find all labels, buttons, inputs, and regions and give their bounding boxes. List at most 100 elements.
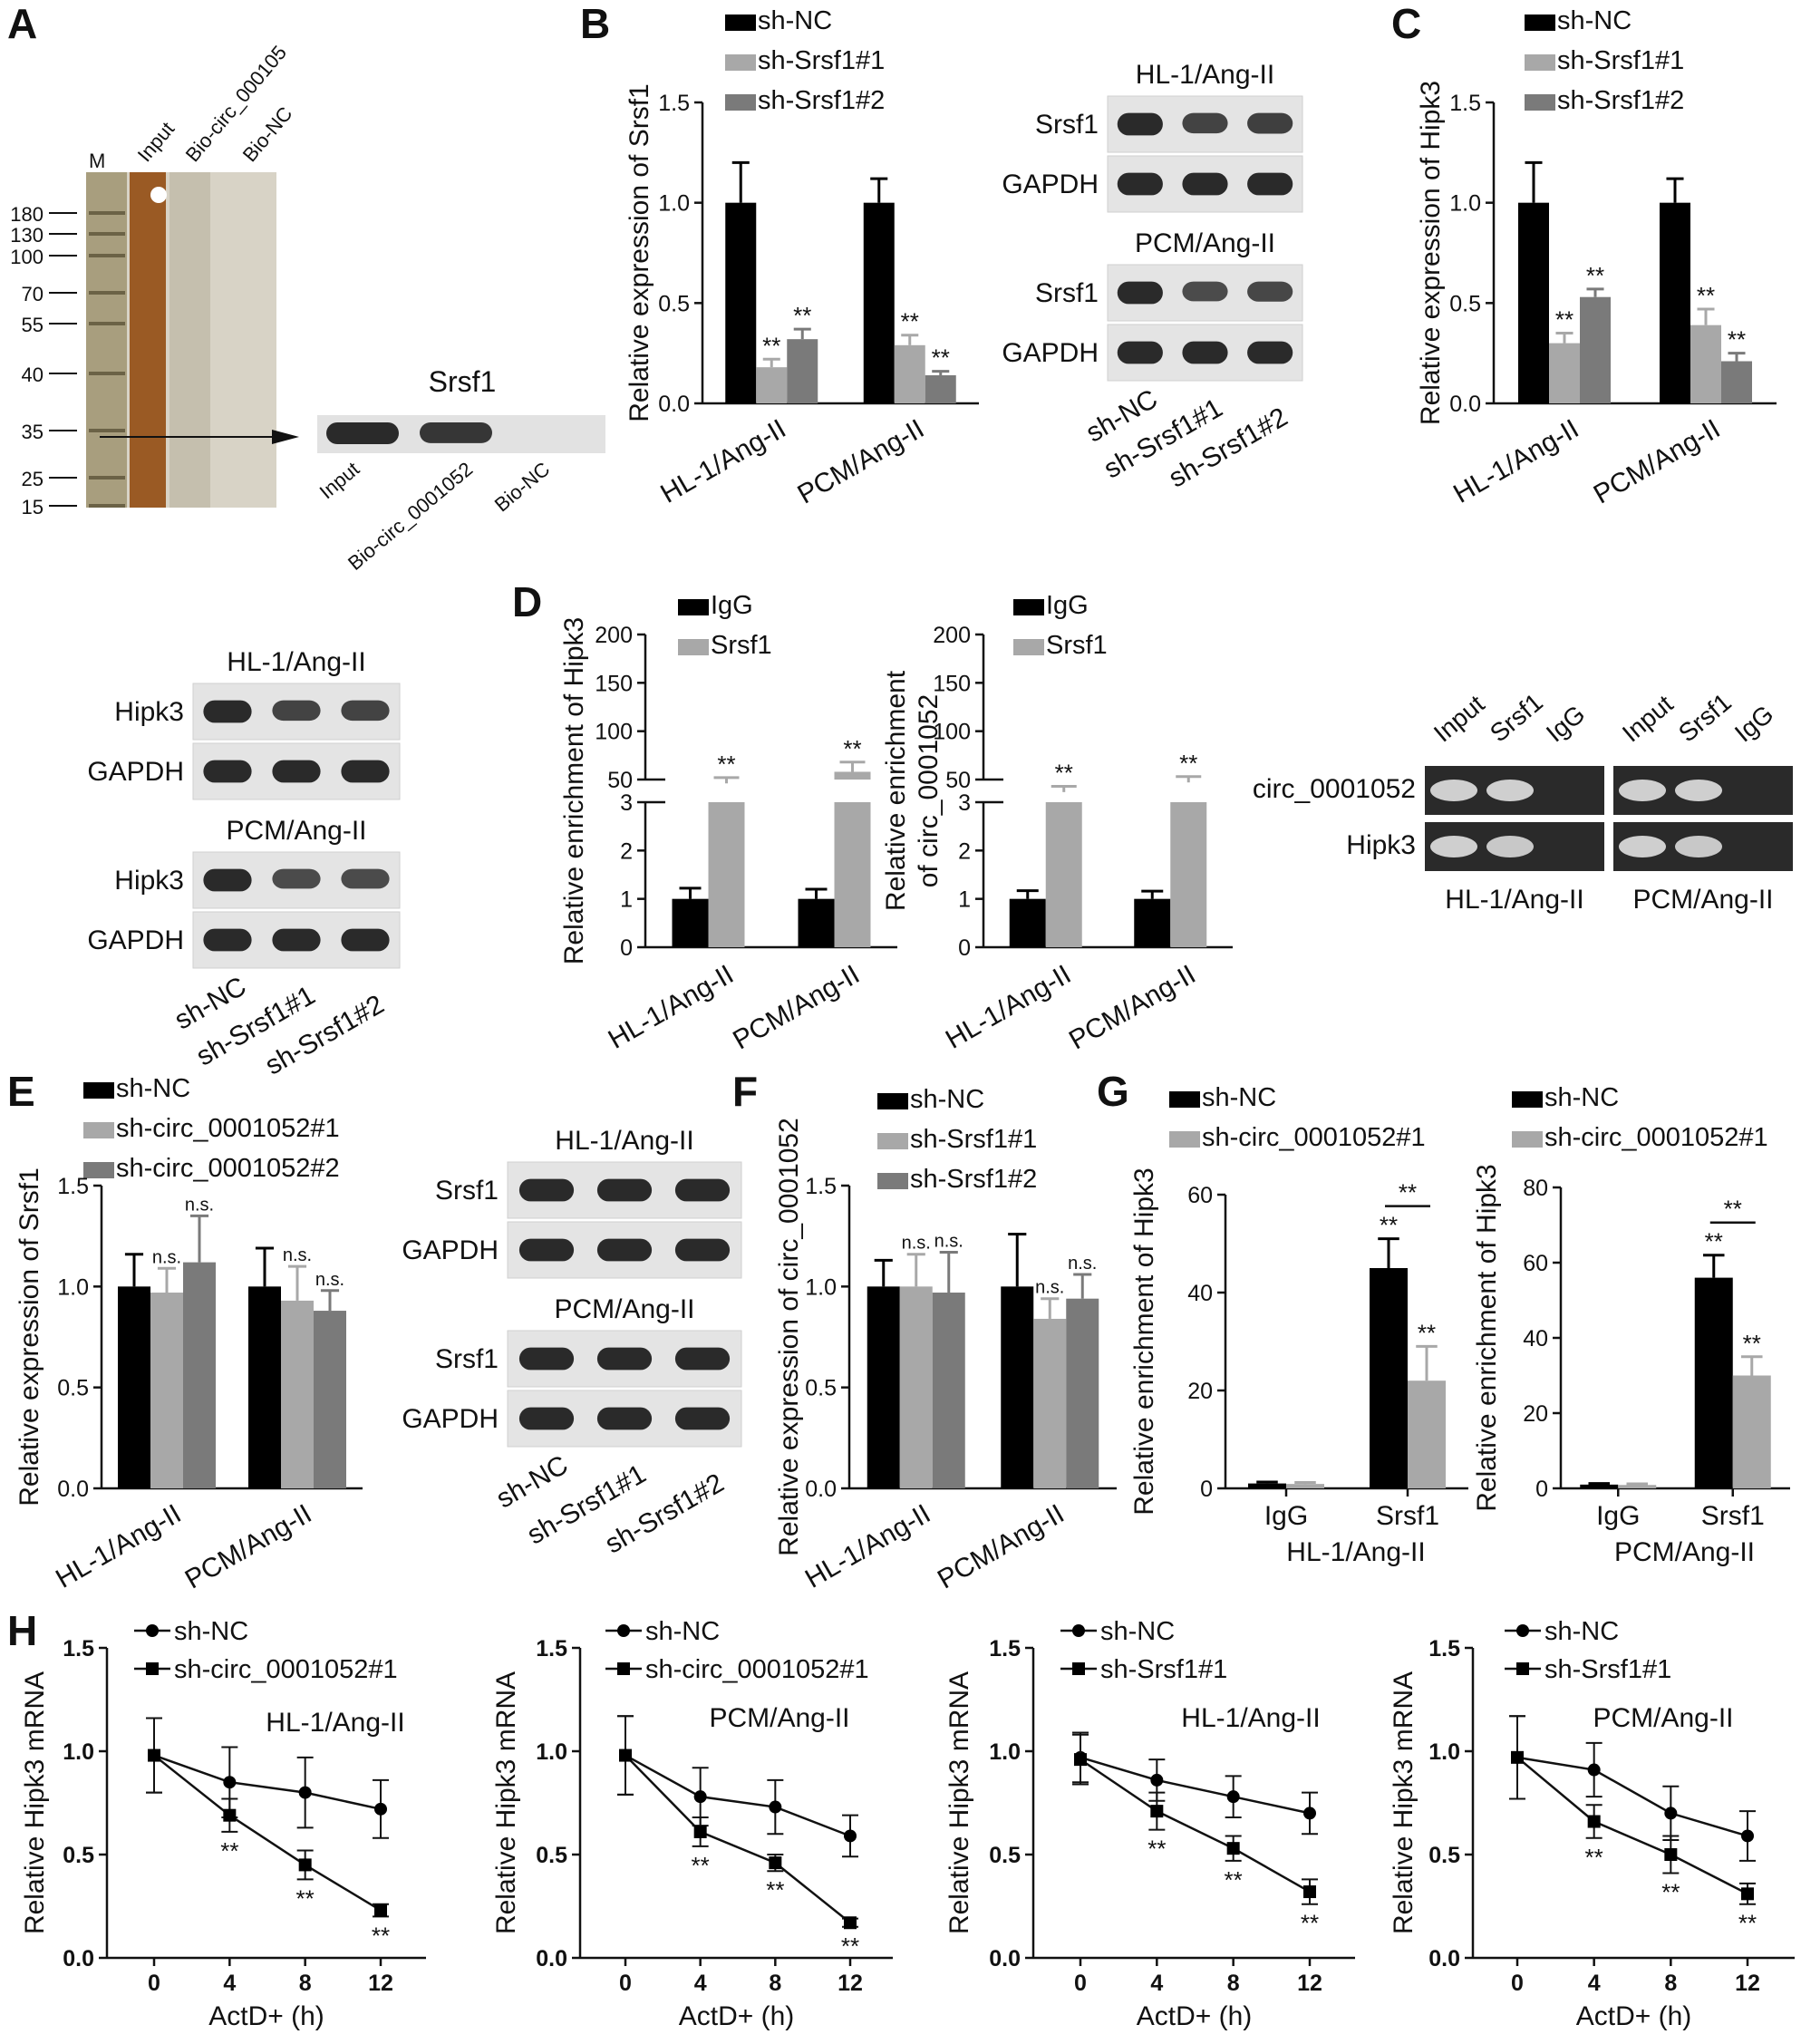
- significance-mark: **: [1705, 1228, 1723, 1255]
- y-tick-label: 0.5: [63, 1843, 94, 1868]
- blot-band: [1247, 341, 1293, 364]
- blot-band: [272, 760, 321, 783]
- legend-swatch: [1013, 599, 1044, 615]
- x-tick-label: Srsf1: [1701, 1501, 1765, 1531]
- blot-cell-label: HL-1/Ang-II: [227, 647, 365, 677]
- bar: [867, 1286, 900, 1488]
- gel-band: [1430, 780, 1477, 801]
- legend-entry: IgG: [1046, 591, 1089, 620]
- blot-band: [1182, 341, 1228, 364]
- significance-mark: **: [843, 735, 861, 762]
- panel-letter: A: [7, 0, 37, 47]
- western-blot: HL-1/Ang-II Srsf1 GAPDH PCM/Ang-II Srsf1 GAPD…: [1002, 60, 1303, 494]
- input-lane: [130, 172, 166, 508]
- bar: [787, 339, 818, 403]
- panel-letter: H: [7, 1607, 37, 1654]
- y-tick-label: 1: [620, 887, 633, 913]
- legend-entry: sh-Srsf1#1: [1544, 1655, 1671, 1684]
- y-tick-label: 0: [958, 935, 971, 961]
- legend-marker: [617, 1624, 630, 1637]
- significance-mark: **: [901, 308, 919, 335]
- legend-swatch: [1169, 1091, 1200, 1108]
- legend-swatch: [678, 599, 709, 615]
- legend-entry: sh-NC: [1544, 1083, 1619, 1112]
- significance-mark: **: [1380, 1212, 1398, 1239]
- x-tick-label: PCM/Ang-II: [1064, 959, 1201, 1055]
- bar: [899, 1286, 933, 1488]
- significance-mark: **: [1743, 1330, 1761, 1357]
- blot-band: [674, 1178, 731, 1202]
- blot-row-label: Srsf1: [435, 1344, 499, 1374]
- y-tick-label: 40: [1187, 1281, 1213, 1306]
- x-tick-label: PCM/Ang-II: [1589, 413, 1726, 509]
- blot-band: [518, 1178, 575, 1202]
- x-tick-label: IgG: [1596, 1501, 1640, 1531]
- y-tick-label: 80: [1523, 1176, 1548, 1201]
- gel-band: [1486, 836, 1534, 857]
- data-point: [1664, 1848, 1678, 1861]
- legend-entry: sh-circ_0001052#1: [174, 1655, 398, 1684]
- marker-size-label: 100: [10, 246, 44, 268]
- data-point: [298, 1786, 312, 1799]
- y-tick-label: 1.0: [1449, 191, 1481, 217]
- marker-size-label: 70: [22, 283, 44, 305]
- data-point: [619, 1749, 632, 1762]
- blot-band: [203, 700, 252, 723]
- bar: [894, 344, 925, 403]
- bar: [1370, 1268, 1408, 1488]
- legend-entry: sh-NC: [1202, 1083, 1276, 1112]
- marker-band: [89, 476, 125, 480]
- x-tick-label: 0: [1074, 1971, 1087, 1996]
- legend-entry: IgG: [711, 591, 753, 620]
- significance-mark: **: [1418, 1319, 1436, 1346]
- legend-entry: sh-NC: [758, 6, 832, 35]
- bar-lower-part: [708, 802, 745, 947]
- legend-swatch: [83, 1082, 114, 1099]
- chart-G1: 0 20 40 60 Relative enrichment of Hipk3 IgG **…: [1129, 1167, 1468, 1567]
- bar: [798, 898, 835, 947]
- y-axis-title: Relative expression of Srsf1: [15, 1167, 44, 1506]
- blot-band: [341, 868, 390, 889]
- blot-band: [1247, 281, 1293, 302]
- blot-cell-label: PCM/Ang-II: [554, 1294, 694, 1324]
- marker-band: [89, 291, 125, 295]
- marker-size-label: 55: [22, 314, 44, 336]
- gel-band: [1619, 780, 1666, 801]
- y-tick-label: 200: [595, 623, 633, 648]
- bar: [725, 202, 757, 403]
- chart-G2: 0 20 40 60 80 Relative enrichment of Hipk3 IgG…: [1472, 1164, 1790, 1567]
- x-tick-label: HL-1/Ang-II: [51, 1498, 186, 1594]
- arrow-head: [272, 430, 299, 444]
- x-tick-label: IgG: [1264, 1501, 1308, 1531]
- x-tick-label: 12: [368, 1971, 393, 1996]
- marker-band: [89, 254, 125, 257]
- y-tick-label: 0.5: [57, 1376, 89, 1401]
- blot-band: [596, 1238, 653, 1262]
- bar: [1286, 1484, 1324, 1488]
- data-point: [223, 1776, 237, 1789]
- x-tick-label: 0: [619, 1971, 632, 1996]
- y-axis-title: Relative expression of Hipk3: [1416, 81, 1446, 425]
- blot-band: [272, 868, 321, 889]
- bar: [1134, 898, 1171, 947]
- y-tick-label: 150: [595, 671, 633, 696]
- pulldown-lane-label: Bio-NC: [490, 458, 554, 517]
- significance-mark: **: [372, 1922, 390, 1949]
- chart-H3: 0.0 0.5 1.0 1.5 0 4 8 12 ActD+ (h) Relative Hipk3…: [944, 1636, 1355, 2031]
- y-tick-label: 0: [1535, 1477, 1548, 1502]
- gel-band: [1430, 836, 1477, 857]
- significance-mark: **: [932, 344, 950, 372]
- legend-swatch: [877, 1093, 908, 1109]
- y-tick-label: 20: [1523, 1401, 1548, 1427]
- blot-band: [326, 422, 399, 444]
- gel-spot: [150, 187, 167, 203]
- series-line: [153, 1754, 382, 1912]
- y-tick-label: 100: [933, 720, 971, 745]
- blot-band: [272, 928, 321, 952]
- y-tick-label: 1.5: [1428, 1636, 1460, 1661]
- y-tick-label: 2: [620, 838, 633, 864]
- bar: [118, 1286, 150, 1488]
- legend-swatch: [1169, 1131, 1200, 1148]
